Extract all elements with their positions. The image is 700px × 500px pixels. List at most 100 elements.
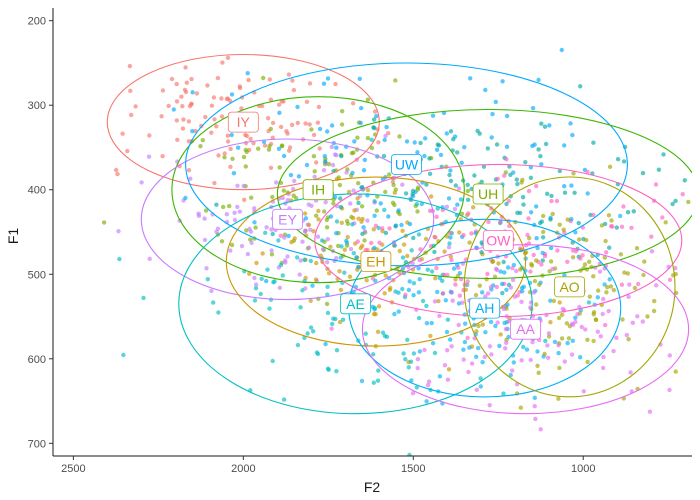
data-point [545, 343, 550, 348]
data-point [325, 260, 330, 265]
data-point [186, 168, 192, 173]
data-point [614, 335, 619, 340]
data-point [651, 308, 657, 314]
data-point [211, 95, 217, 100]
data-point [315, 120, 321, 125]
data-point [451, 137, 456, 142]
data-point [141, 295, 146, 301]
data-point [242, 197, 247, 202]
data-point [328, 214, 334, 219]
data-point [372, 125, 377, 131]
data-point [342, 247, 347, 252]
data-point [479, 179, 484, 184]
data-point [120, 131, 125, 136]
data-point [269, 248, 274, 253]
data-point [416, 232, 422, 237]
data-point [424, 182, 429, 187]
data-point [337, 182, 343, 188]
data-point [188, 176, 193, 181]
data-point [228, 248, 233, 253]
data-point [267, 144, 272, 149]
data-point [521, 202, 526, 207]
data-point [602, 255, 607, 260]
data-point [355, 196, 360, 201]
data-point [423, 236, 429, 242]
data-point [417, 349, 423, 354]
data-point [570, 132, 575, 138]
data-point [656, 167, 662, 172]
data-point [392, 190, 397, 195]
data-point [267, 77, 272, 82]
data-point [383, 230, 389, 236]
data-point [634, 246, 640, 251]
data-point [581, 389, 586, 394]
data-point [488, 319, 494, 325]
data-point [356, 216, 361, 221]
data-point [336, 243, 341, 249]
x-tick-label: 1000 [571, 463, 595, 475]
data-point [325, 310, 331, 316]
data-point [537, 282, 542, 287]
data-point [361, 225, 366, 230]
data-point [224, 212, 229, 217]
data-point [548, 245, 554, 251]
data-point [328, 244, 333, 249]
data-point [543, 141, 549, 147]
data-point [482, 354, 487, 360]
data-point [430, 113, 436, 118]
data-point [211, 300, 216, 305]
data-point [564, 321, 570, 326]
data-point [557, 300, 562, 305]
vowel-label-text: IY [237, 114, 251, 130]
data-point [404, 139, 410, 144]
data-point [180, 104, 185, 109]
data-point [245, 71, 250, 76]
data-point [584, 237, 589, 243]
data-point [557, 168, 562, 174]
y-tick-label: 600 [28, 354, 46, 366]
data-point [479, 240, 484, 245]
data-point [316, 217, 321, 222]
data-point [219, 114, 225, 119]
data-point [115, 171, 120, 177]
data-point [352, 139, 357, 144]
data-point [460, 300, 465, 305]
data-point [245, 251, 251, 257]
data-point [355, 239, 360, 244]
data-point [302, 229, 308, 234]
data-point [487, 344, 493, 349]
data-point [308, 325, 314, 330]
data-point [483, 87, 488, 93]
vowel-label-box [272, 208, 303, 230]
data-point [539, 121, 544, 126]
data-point [520, 177, 525, 183]
y-tick-label: 200 [28, 16, 46, 28]
data-point [190, 90, 195, 95]
data-point [621, 204, 626, 209]
data-point [241, 154, 247, 160]
data-point [519, 299, 524, 304]
data-point [547, 123, 552, 128]
data-point [365, 218, 370, 223]
data-point [603, 238, 608, 244]
data-point [351, 251, 356, 256]
data-point [215, 75, 221, 81]
data-point [302, 257, 307, 262]
data-point [304, 162, 310, 168]
data-point [670, 201, 675, 207]
data-point [252, 275, 257, 281]
data-point [253, 225, 258, 230]
data-point [604, 250, 609, 255]
data-point [286, 233, 291, 239]
data-point [348, 246, 354, 252]
data-point [549, 198, 554, 204]
data-point [415, 365, 420, 371]
data-point [604, 290, 609, 295]
data-point [375, 378, 381, 383]
data-point [645, 314, 650, 319]
data-point [396, 208, 401, 213]
data-point [462, 145, 467, 150]
data-point [315, 234, 321, 239]
data-point [587, 259, 592, 264]
data-point [442, 249, 447, 254]
